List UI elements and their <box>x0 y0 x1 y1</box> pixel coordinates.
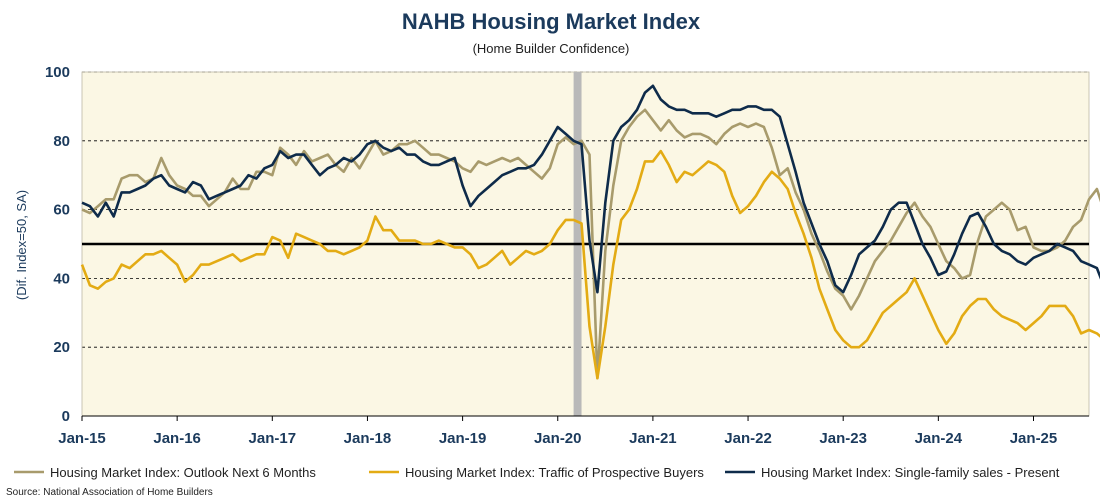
y-tick-label: 0 <box>62 408 70 425</box>
x-axis-ticks: Jan-15 Jan-16 Jan-17 Jan-18 Jan-19 Jan-20 Jan-… <box>58 416 1057 447</box>
x-tick-label: Jan-23 <box>819 430 867 447</box>
x-tick-label: Jan-21 <box>629 430 677 447</box>
x-tick-label: Jan-17 <box>249 430 297 447</box>
y-axis-label: (Dif. Index=50, SA) <box>14 190 29 300</box>
legend-label: Housing Market Index: Single-family sale… <box>761 465 1060 480</box>
source-note: Source: National Association of Home Bui… <box>6 487 213 498</box>
x-tick-label: Jan-15 <box>58 430 106 447</box>
x-tick-label: Jan-25 <box>1010 430 1058 447</box>
x-tick-label: Jan-19 <box>439 430 487 447</box>
chart-subtitle: (Home Builder Confidence) <box>473 41 630 56</box>
y-tick-label: 20 <box>53 339 70 356</box>
y-tick-label: 40 <box>53 270 70 287</box>
legend: Housing Market Index: Outlook Next 6 Mon… <box>14 465 1060 480</box>
y-axis-ticks: 0 20 40 60 80 100 <box>45 64 70 425</box>
legend-label: Housing Market Index: Traffic of Prospec… <box>405 465 704 480</box>
y-tick-label: 60 <box>53 202 70 219</box>
legend-label: Housing Market Index: Outlook Next 6 Mon… <box>50 465 316 480</box>
series-line-housing-market-index-single-family-sales-present <box>81 84 1100 294</box>
series-lines <box>80 84 1100 380</box>
series-line-housing-market-index-outlook-next-6-months <box>81 108 1100 380</box>
y-tick-label: 100 <box>45 64 70 81</box>
x-tick-label: Jan-20 <box>534 430 582 447</box>
series-line-housing-market-index-traffic-of-prospective-buyers <box>80 149 1100 380</box>
chart-title: NAHB Housing Market Index <box>402 9 701 34</box>
x-tick-label: Jan-16 <box>153 430 201 447</box>
x-tick-label: Jan-22 <box>724 430 772 447</box>
x-tick-label: Jan-18 <box>344 430 392 447</box>
y-tick-label: 80 <box>53 133 70 150</box>
x-tick-label: Jan-24 <box>915 430 963 447</box>
